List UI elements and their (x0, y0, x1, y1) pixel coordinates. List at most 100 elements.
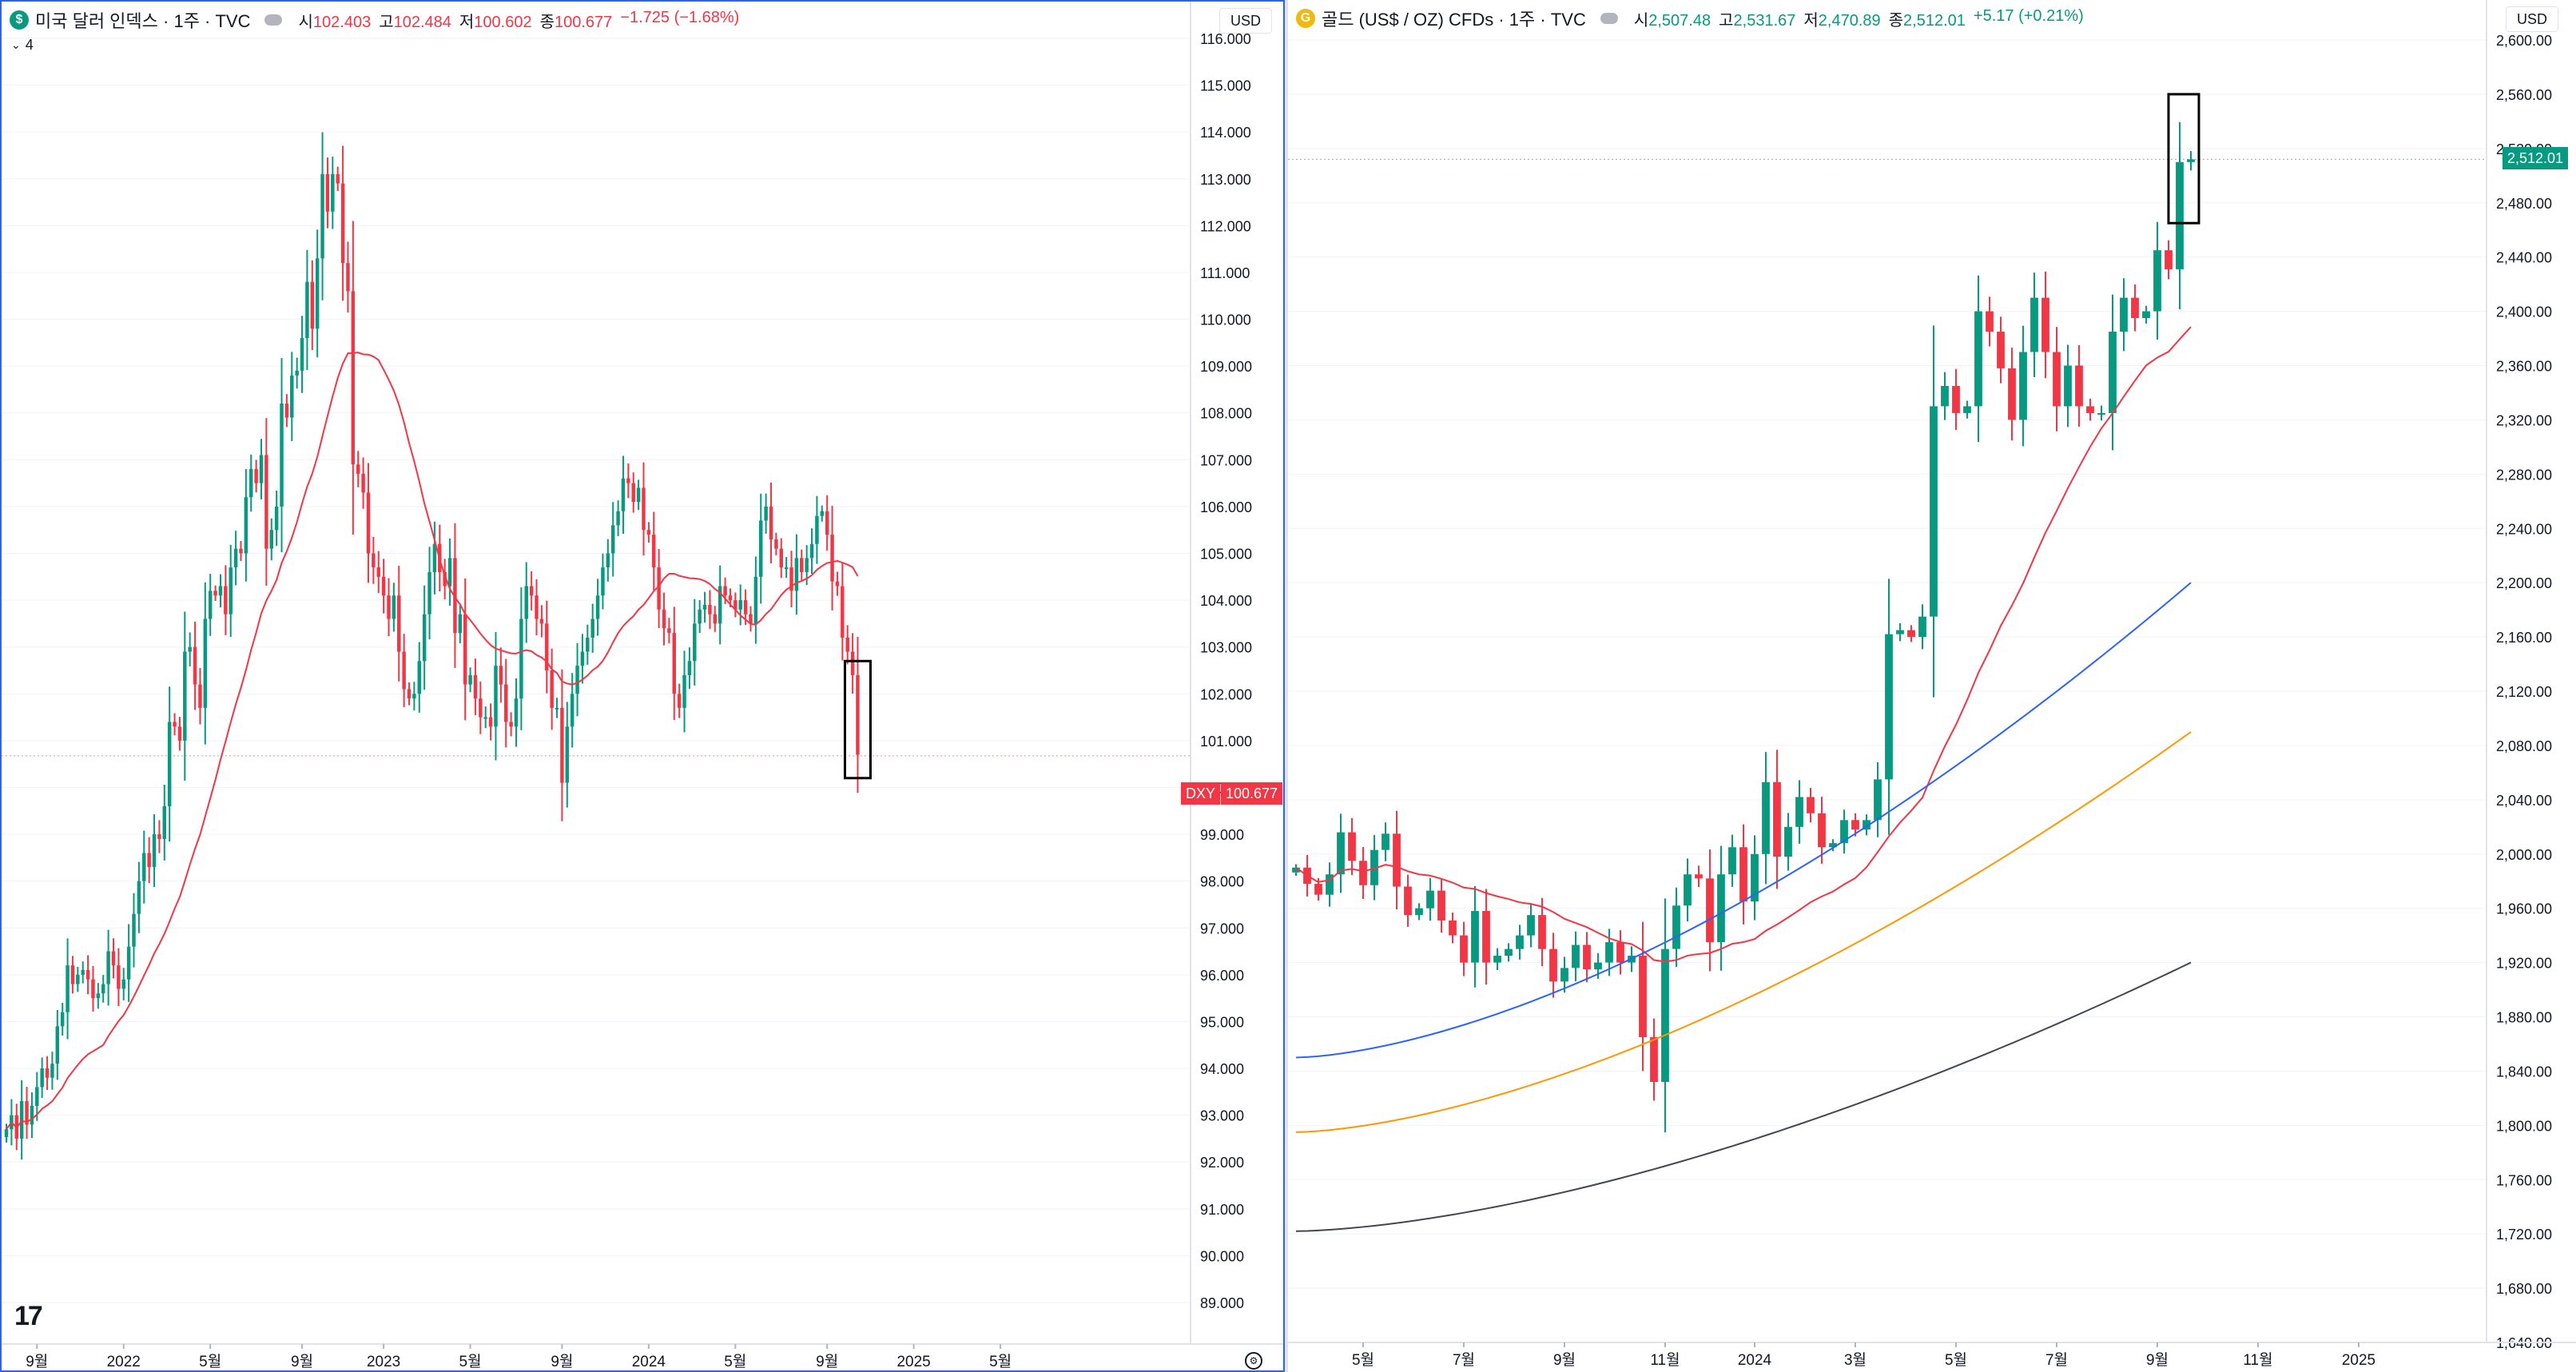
candle-body (728, 595, 733, 601)
candle-body (1885, 634, 1893, 780)
candle-body (1348, 832, 1356, 861)
gold-price-tag: 2,512.01 (2502, 147, 2569, 169)
candle-body (1952, 385, 1960, 413)
y-tick-label: 1,800.00 (2496, 1118, 2552, 1134)
candle-body (183, 651, 187, 741)
candle-body (1426, 890, 1434, 909)
candle-body (1684, 874, 1691, 906)
gold-title[interactable]: 골드 (US$ / OZ) CFDs · 1주 · TVC (1322, 10, 1586, 30)
candle-body (315, 258, 320, 329)
candle-body (147, 853, 151, 868)
y-tick-label: 89.000 (1200, 1295, 1244, 1311)
y-tick-label: 2,240.00 (2496, 521, 2552, 537)
candle-body (642, 487, 646, 531)
candle-body (494, 666, 498, 727)
candle-body (488, 717, 493, 727)
pane-divider[interactable] (1285, 0, 1288, 1372)
candle-body (1773, 781, 1781, 857)
candle-body (106, 951, 110, 984)
chevron-down-icon[interactable]: ⌄ (11, 38, 21, 51)
candle-body (2109, 332, 2117, 413)
y-tick-label: 105.000 (1200, 547, 1252, 563)
candle-body (310, 281, 315, 329)
candle-body (468, 674, 472, 685)
y-tick-label: 2,400.00 (2496, 304, 2552, 320)
candle-body (499, 666, 503, 685)
y-tick-label: 104.000 (1200, 593, 1252, 609)
ma50-line (1295, 582, 2192, 1059)
gold-chart-canvas[interactable]: 1,640.001,680.001,720.001,760.001,800.00… (1288, 0, 2576, 1372)
candle-body (2019, 352, 2027, 420)
candle-body (1963, 406, 1971, 413)
candle-body (631, 483, 635, 503)
y-tick-label: 98.000 (1200, 874, 1244, 890)
candle-body (152, 834, 157, 868)
candle-body (657, 567, 661, 610)
candle-body (769, 506, 773, 539)
dxy-chart-canvas[interactable]: 89.000 90.000 91.000 92.000 93.000 94.000 95.0… (2, 2, 1283, 1370)
candle-body (2131, 297, 2139, 319)
candle-body (2041, 297, 2049, 352)
candle-body (708, 604, 712, 614)
candle-body (524, 586, 528, 619)
candle-body (1493, 956, 1501, 963)
candle-body (805, 558, 809, 572)
x-tick-label: 5월 (1945, 1351, 1967, 1369)
candle-body (229, 567, 233, 614)
candle-body (1583, 944, 1591, 970)
candle-body (224, 586, 228, 614)
candle-body (269, 530, 273, 549)
candle-body (55, 1026, 60, 1064)
candle-body (820, 511, 825, 516)
candle-body (565, 726, 570, 783)
candle-body (835, 581, 840, 587)
eye-icon[interactable] (264, 14, 283, 26)
x-tick-label: 3월 (1844, 1351, 1866, 1369)
candle-body (1605, 942, 1613, 963)
x-tick-label: 9월 (816, 1353, 838, 1370)
dxy-chart-pane[interactable]: 89.000 90.000 91.000 92.000 93.000 94.000 95.0… (0, 0, 1285, 1372)
indicator-toggle[interactable]: ⌄ 4 (11, 37, 34, 54)
candle-body (244, 497, 248, 554)
candle-body (1997, 332, 2005, 368)
x-tick-label: 2024 (1738, 1352, 1772, 1369)
y-tick-label: 91.000 (1200, 1202, 1244, 1218)
candle-body (2008, 368, 2016, 420)
tradingview-logo[interactable]: 17 (14, 1301, 43, 1331)
candle-body (432, 543, 437, 572)
candle-body (636, 487, 641, 503)
candle-body (774, 539, 778, 549)
gold-high: 2,531.67 (1733, 11, 1796, 30)
y-tick-label: 2,440.00 (2496, 250, 2552, 266)
candle-body (738, 600, 742, 610)
candle-body (575, 666, 579, 694)
candle-body (25, 1101, 29, 1125)
x-tick-label: 5월 (1352, 1351, 1374, 1369)
candle-body (356, 464, 360, 474)
dxy-legend: $ 미국 달러 인덱스 · 1주 · TVC 시102.403 고102.484… (10, 6, 739, 34)
candle-body (539, 618, 544, 624)
eye-icon[interactable] (1600, 13, 1618, 24)
candle-body (1874, 779, 1882, 821)
candle-body (519, 618, 523, 699)
gold-chart-pane[interactable]: 1,640.00 1,680.00 1,720.00 1,760.00 1,800.00… (1288, 0, 2576, 1372)
candle-body (555, 707, 559, 710)
candle-body (652, 535, 656, 568)
candle-body (35, 1087, 39, 1106)
candle-body (381, 576, 386, 596)
x-tick-label: 9월 (26, 1353, 48, 1370)
currency-button-left[interactable]: USD (1219, 8, 1272, 34)
dollar-icon: $ (10, 10, 29, 30)
candle-body (1393, 833, 1401, 887)
settings-gear-icon[interactable]: ⚙ (1245, 1352, 1262, 1370)
candle-body (667, 628, 671, 634)
highlight-box (2167, 93, 2200, 225)
currency-button-right[interactable]: USD (2506, 6, 2558, 32)
candle-body (479, 698, 483, 718)
candle-body (290, 375, 294, 418)
y-tick-label: 106.000 (1200, 499, 1252, 515)
dxy-title[interactable]: 미국 달러 인덱스 · 1주 · TVC (35, 11, 251, 31)
gold-icon: G (1296, 9, 1315, 28)
ma100-line (1295, 731, 2192, 1133)
candle-body (1695, 874, 1703, 879)
